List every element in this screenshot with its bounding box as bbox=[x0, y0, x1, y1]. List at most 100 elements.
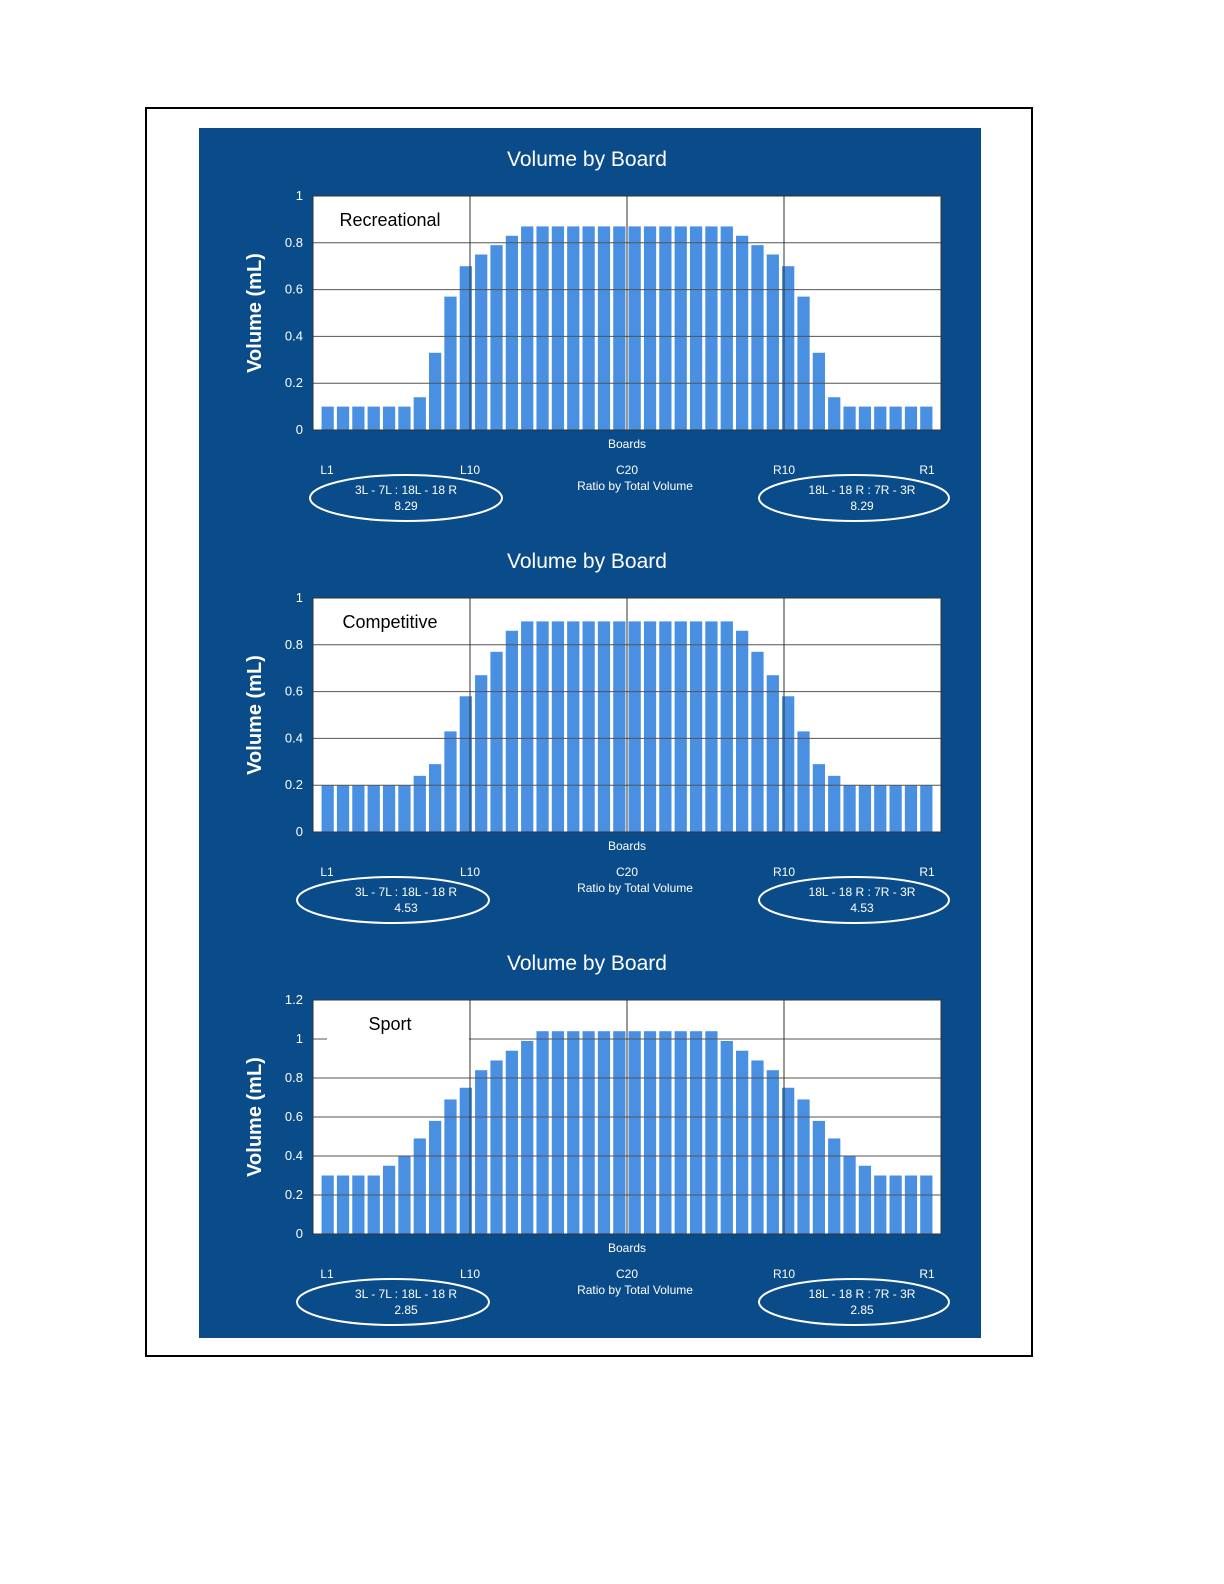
bar bbox=[352, 1175, 365, 1234]
bar bbox=[536, 1031, 549, 1234]
left-ratio-label: 3L - 7L : 18L - 18 R bbox=[355, 483, 457, 497]
bar bbox=[367, 406, 380, 430]
bar bbox=[613, 1031, 626, 1234]
bar bbox=[920, 1175, 933, 1234]
y-tick-label: 1 bbox=[296, 590, 303, 605]
right-ratio-value: 4.53 bbox=[850, 901, 874, 915]
bar bbox=[766, 675, 779, 832]
bar bbox=[505, 1050, 518, 1234]
left-ratio-ellipse bbox=[309, 474, 503, 522]
bar bbox=[398, 785, 411, 832]
bar bbox=[490, 1060, 503, 1234]
bar bbox=[812, 764, 825, 832]
bar bbox=[797, 296, 810, 430]
y-tick-label: 1 bbox=[296, 188, 303, 203]
bar bbox=[904, 406, 918, 430]
y-tick-label: 0.6 bbox=[285, 684, 303, 699]
bar bbox=[567, 621, 580, 832]
bar bbox=[382, 406, 396, 430]
bar bbox=[751, 1060, 764, 1234]
tick-label-l1: L1 bbox=[320, 1267, 334, 1281]
bar bbox=[413, 775, 426, 832]
bar bbox=[352, 406, 365, 430]
bar bbox=[582, 226, 595, 430]
tick-label-r1: R1 bbox=[919, 1267, 935, 1281]
bar bbox=[736, 1050, 749, 1234]
bar bbox=[674, 226, 687, 430]
y-tick-label: 0 bbox=[296, 422, 303, 437]
tick-label-l10: L10 bbox=[460, 463, 480, 477]
charts-panel: Volume by Board 0 0.2 0.4 0.6 0.8 1 Recreationa… bbox=[199, 128, 981, 1338]
bar bbox=[828, 397, 841, 430]
bar bbox=[643, 1031, 657, 1234]
bar bbox=[782, 266, 795, 430]
bar bbox=[828, 1138, 841, 1234]
y-tick-label: 0 bbox=[296, 824, 303, 839]
bar bbox=[382, 1165, 396, 1234]
y-tick-label: 0.6 bbox=[285, 1109, 303, 1124]
center-caption: Ratio by Total Volume bbox=[577, 881, 693, 895]
bar bbox=[705, 1031, 718, 1234]
tick-label-r1: R1 bbox=[919, 463, 935, 477]
right-ratio-label: 18L - 18 R : 7R - 3R bbox=[809, 483, 916, 497]
bar bbox=[812, 1120, 825, 1234]
bar bbox=[413, 1138, 426, 1234]
bar bbox=[490, 245, 503, 430]
bar bbox=[444, 296, 457, 430]
y-tick-label: 0.8 bbox=[285, 235, 303, 250]
bar bbox=[413, 397, 426, 430]
bar bbox=[751, 651, 764, 832]
bar bbox=[689, 1031, 703, 1234]
bar bbox=[705, 621, 718, 832]
y-tick-label: 0.2 bbox=[285, 1187, 303, 1202]
bar bbox=[444, 1099, 457, 1234]
bar bbox=[889, 785, 902, 832]
bar bbox=[521, 1040, 534, 1234]
bar bbox=[429, 764, 442, 832]
bar bbox=[613, 621, 626, 832]
bar bbox=[720, 621, 733, 832]
bar bbox=[551, 226, 565, 430]
y-axis-label: Volume (mL) bbox=[244, 1057, 266, 1177]
bar bbox=[505, 630, 518, 832]
bar bbox=[505, 235, 518, 430]
y-axis-label: Volume (mL) bbox=[244, 655, 266, 775]
bar bbox=[920, 785, 933, 832]
bar bbox=[858, 785, 872, 832]
tick-label-r10: R10 bbox=[773, 1267, 795, 1281]
bar bbox=[597, 226, 611, 430]
bar bbox=[382, 785, 396, 832]
bar bbox=[736, 235, 749, 430]
bar bbox=[674, 621, 687, 832]
right-ratio-ellipse bbox=[758, 1278, 950, 1326]
y-tick-label: 1 bbox=[296, 1031, 303, 1046]
right-ratio-ellipse bbox=[758, 876, 950, 924]
bar bbox=[367, 785, 380, 832]
y-tick-label: 0.2 bbox=[285, 777, 303, 792]
bar bbox=[582, 1031, 595, 1234]
bar bbox=[904, 1175, 918, 1234]
x-axis-label: Boards bbox=[608, 437, 646, 451]
bar bbox=[766, 254, 779, 430]
bar bbox=[812, 352, 825, 430]
bar bbox=[597, 621, 611, 832]
bar bbox=[490, 651, 503, 832]
chart-svg: Volume by Board 0 0.2 0.4 0.6 0.8 1 Competitive… bbox=[244, 550, 950, 924]
bar bbox=[429, 1120, 442, 1234]
plot-border bbox=[312, 999, 942, 1235]
chart-svg: Volume by Board 0 0.2 0.4 0.6 0.8 1 1.2 Sport Vol… bbox=[244, 952, 950, 1326]
bar bbox=[336, 1175, 350, 1234]
center-caption: Ratio by Total Volume bbox=[577, 479, 693, 493]
bar bbox=[459, 266, 472, 430]
chart-svg: Volume by Board 0 0.2 0.4 0.6 0.8 1 Recreationa… bbox=[244, 148, 950, 522]
bar bbox=[904, 785, 918, 832]
bar bbox=[720, 1040, 733, 1234]
bar bbox=[797, 731, 810, 832]
right-ratio-value: 2.85 bbox=[850, 1303, 874, 1317]
y-tick-label: 0.4 bbox=[285, 1148, 303, 1163]
bar bbox=[782, 696, 795, 832]
bar bbox=[920, 406, 933, 430]
chart-title: Volume by Board bbox=[507, 952, 667, 975]
bar bbox=[551, 1031, 565, 1234]
plot-label-bg bbox=[327, 200, 469, 236]
